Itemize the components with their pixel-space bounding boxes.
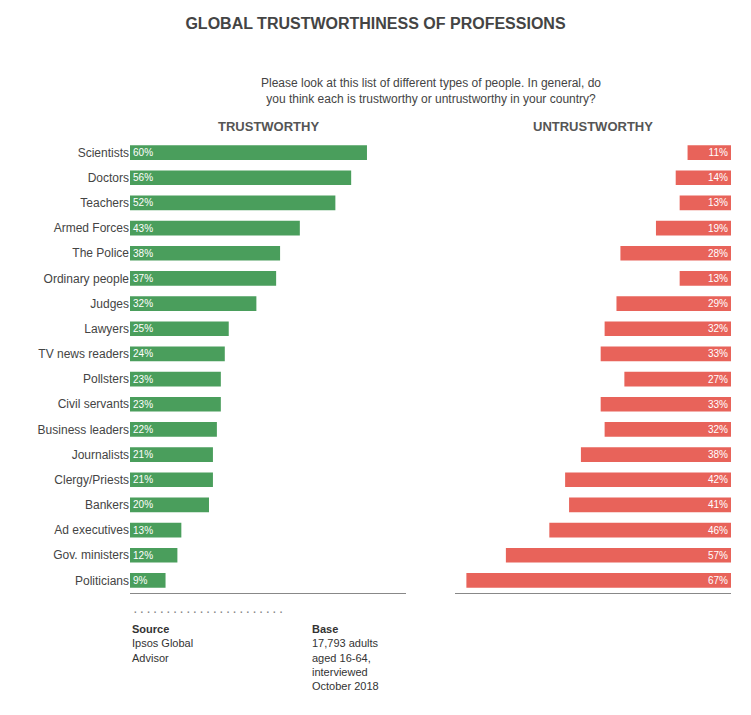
svg-text:21%: 21%: [133, 449, 153, 460]
svg-text:14%: 14%: [708, 172, 728, 183]
svg-text:32%: 32%: [708, 323, 728, 334]
svg-text:Please look at this list of di: Please look at this list of different ty…: [261, 76, 601, 106]
svg-text:60%: 60%: [133, 147, 153, 158]
svg-text:38%: 38%: [708, 449, 728, 460]
svg-text:67%: 67%: [708, 575, 728, 586]
svg-text:Ordinary people: Ordinary people: [44, 272, 130, 286]
svg-text:.......................: .......................: [132, 603, 284, 616]
svg-text:24%: 24%: [133, 348, 153, 359]
svg-text:Lawyers: Lawyers: [84, 322, 129, 336]
svg-text:22%: 22%: [133, 424, 153, 435]
svg-text:Clergy/Priests: Clergy/Priests: [54, 473, 129, 487]
svg-text:46%: 46%: [708, 525, 728, 536]
svg-text:Pollsters: Pollsters: [83, 372, 129, 386]
svg-text:Base17,793 adultsaged 16-64,in: Base17,793 adultsaged 16-64,interviewedO…: [312, 623, 379, 692]
svg-text:23%: 23%: [133, 399, 153, 410]
svg-text:Bankers: Bankers: [85, 498, 129, 512]
svg-text:11%: 11%: [709, 147, 728, 158]
svg-text:28%: 28%: [708, 248, 728, 259]
svg-text:37%: 37%: [133, 273, 153, 284]
svg-text:32%: 32%: [708, 424, 728, 435]
svg-text:42%: 42%: [708, 474, 728, 485]
svg-text:Journalists: Journalists: [72, 448, 129, 462]
svg-text:13%: 13%: [708, 197, 728, 208]
svg-text:19%: 19%: [708, 223, 728, 234]
svg-text:Business leaders: Business leaders: [38, 423, 129, 437]
svg-text:32%: 32%: [133, 298, 153, 309]
svg-text:Teachers: Teachers: [80, 196, 129, 210]
svg-text:20%: 20%: [133, 499, 153, 510]
svg-text:The Police: The Police: [72, 246, 129, 260]
svg-text:21%: 21%: [133, 474, 153, 485]
svg-text:13%: 13%: [133, 525, 153, 536]
svg-text:TV news readers: TV news readers: [38, 347, 129, 361]
svg-text:23%: 23%: [133, 374, 153, 385]
svg-text:33%: 33%: [708, 399, 728, 410]
svg-text:GLOBAL TRUSTWORTHINESS OF PROF: GLOBAL TRUSTWORTHINESS OF PROFESSIONS: [185, 15, 565, 32]
svg-text:57%: 57%: [708, 550, 728, 561]
svg-text:56%: 56%: [133, 172, 153, 183]
svg-text:Ad executives: Ad executives: [54, 523, 129, 537]
svg-text:9%: 9%: [133, 575, 148, 586]
svg-text:Civil servants: Civil servants: [58, 397, 129, 411]
svg-text:52%: 52%: [133, 197, 153, 208]
svg-text:43%: 43%: [133, 223, 153, 234]
svg-text:TRUSTWORTHY: TRUSTWORTHY: [218, 119, 319, 134]
svg-text:UNTRUSTWORTHY: UNTRUSTWORTHY: [533, 119, 653, 134]
svg-text:27%: 27%: [708, 374, 728, 385]
svg-text:25%: 25%: [133, 323, 153, 334]
svg-text:33%: 33%: [708, 348, 728, 359]
svg-text:Scientists: Scientists: [78, 146, 129, 160]
svg-text:13%: 13%: [708, 273, 728, 284]
svg-text:29%: 29%: [708, 298, 728, 309]
svg-text:38%: 38%: [133, 248, 153, 259]
svg-text:12%: 12%: [133, 550, 153, 561]
svg-text:Judges: Judges: [90, 297, 129, 311]
svg-text:SourceIpsos GlobalAdvisor: SourceIpsos GlobalAdvisor: [132, 623, 193, 664]
svg-text:41%: 41%: [708, 499, 728, 510]
svg-text:Gov. ministers: Gov. ministers: [53, 548, 129, 562]
svg-text:Armed Forces: Armed Forces: [54, 221, 129, 235]
svg-text:Politicians: Politicians: [75, 574, 129, 588]
svg-text:Doctors: Doctors: [88, 171, 129, 185]
